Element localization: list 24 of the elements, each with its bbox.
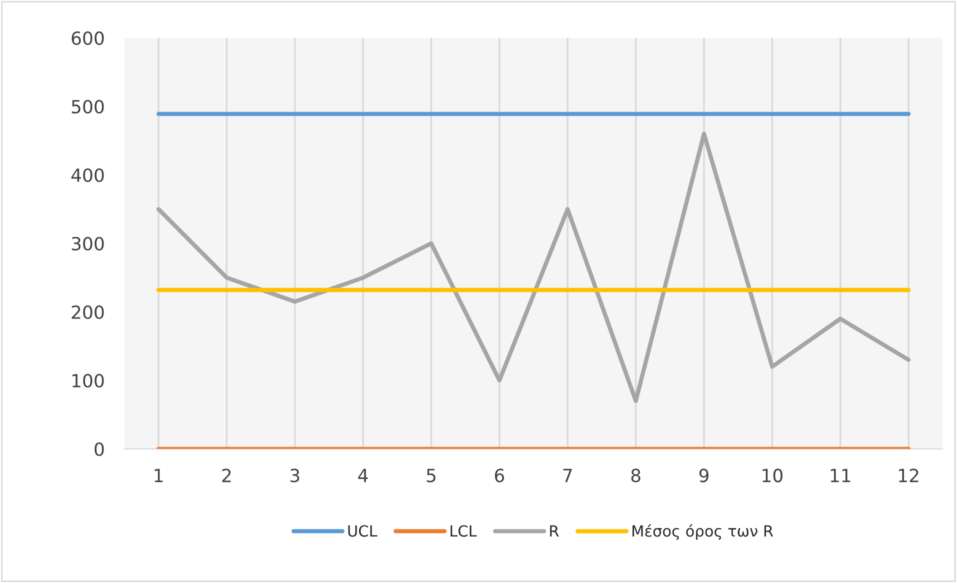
x-tick-label: 9 [699, 468, 708, 482]
x-tick-label: 8 [631, 468, 640, 482]
y-tick-label: 100 [72, 374, 104, 388]
x-tick-label: 10 [762, 468, 782, 482]
y-tick-label: 200 [72, 305, 104, 320]
y-tick-label: 400 [71, 168, 104, 182]
x-tick-label: 11 [830, 468, 850, 482]
y-tick-label: 500 [72, 100, 104, 114]
x-tick-label: 4 [358, 468, 368, 482]
x-tick-label: 1 [154, 468, 163, 482]
legend-label: UCL [348, 525, 378, 537]
x-tick-label: 5 [426, 468, 436, 482]
x-tick-label: 6 [494, 468, 504, 482]
x-tick-label: 2 [222, 468, 231, 482]
line-series [156, 132, 911, 404]
x-tick-label: 12 [899, 468, 918, 482]
x-tick-label: 3 [290, 468, 300, 482]
y-tick-label: 0 [94, 442, 104, 456]
y-tick-label: 600 [72, 31, 104, 46]
legend-label: R [550, 525, 559, 537]
y-tick-label: 300 [72, 236, 104, 251]
legend-label: LCL [450, 525, 477, 537]
x-tick-label: 7 [563, 468, 572, 482]
legend-label: Μέσος όρος των R [632, 524, 774, 540]
